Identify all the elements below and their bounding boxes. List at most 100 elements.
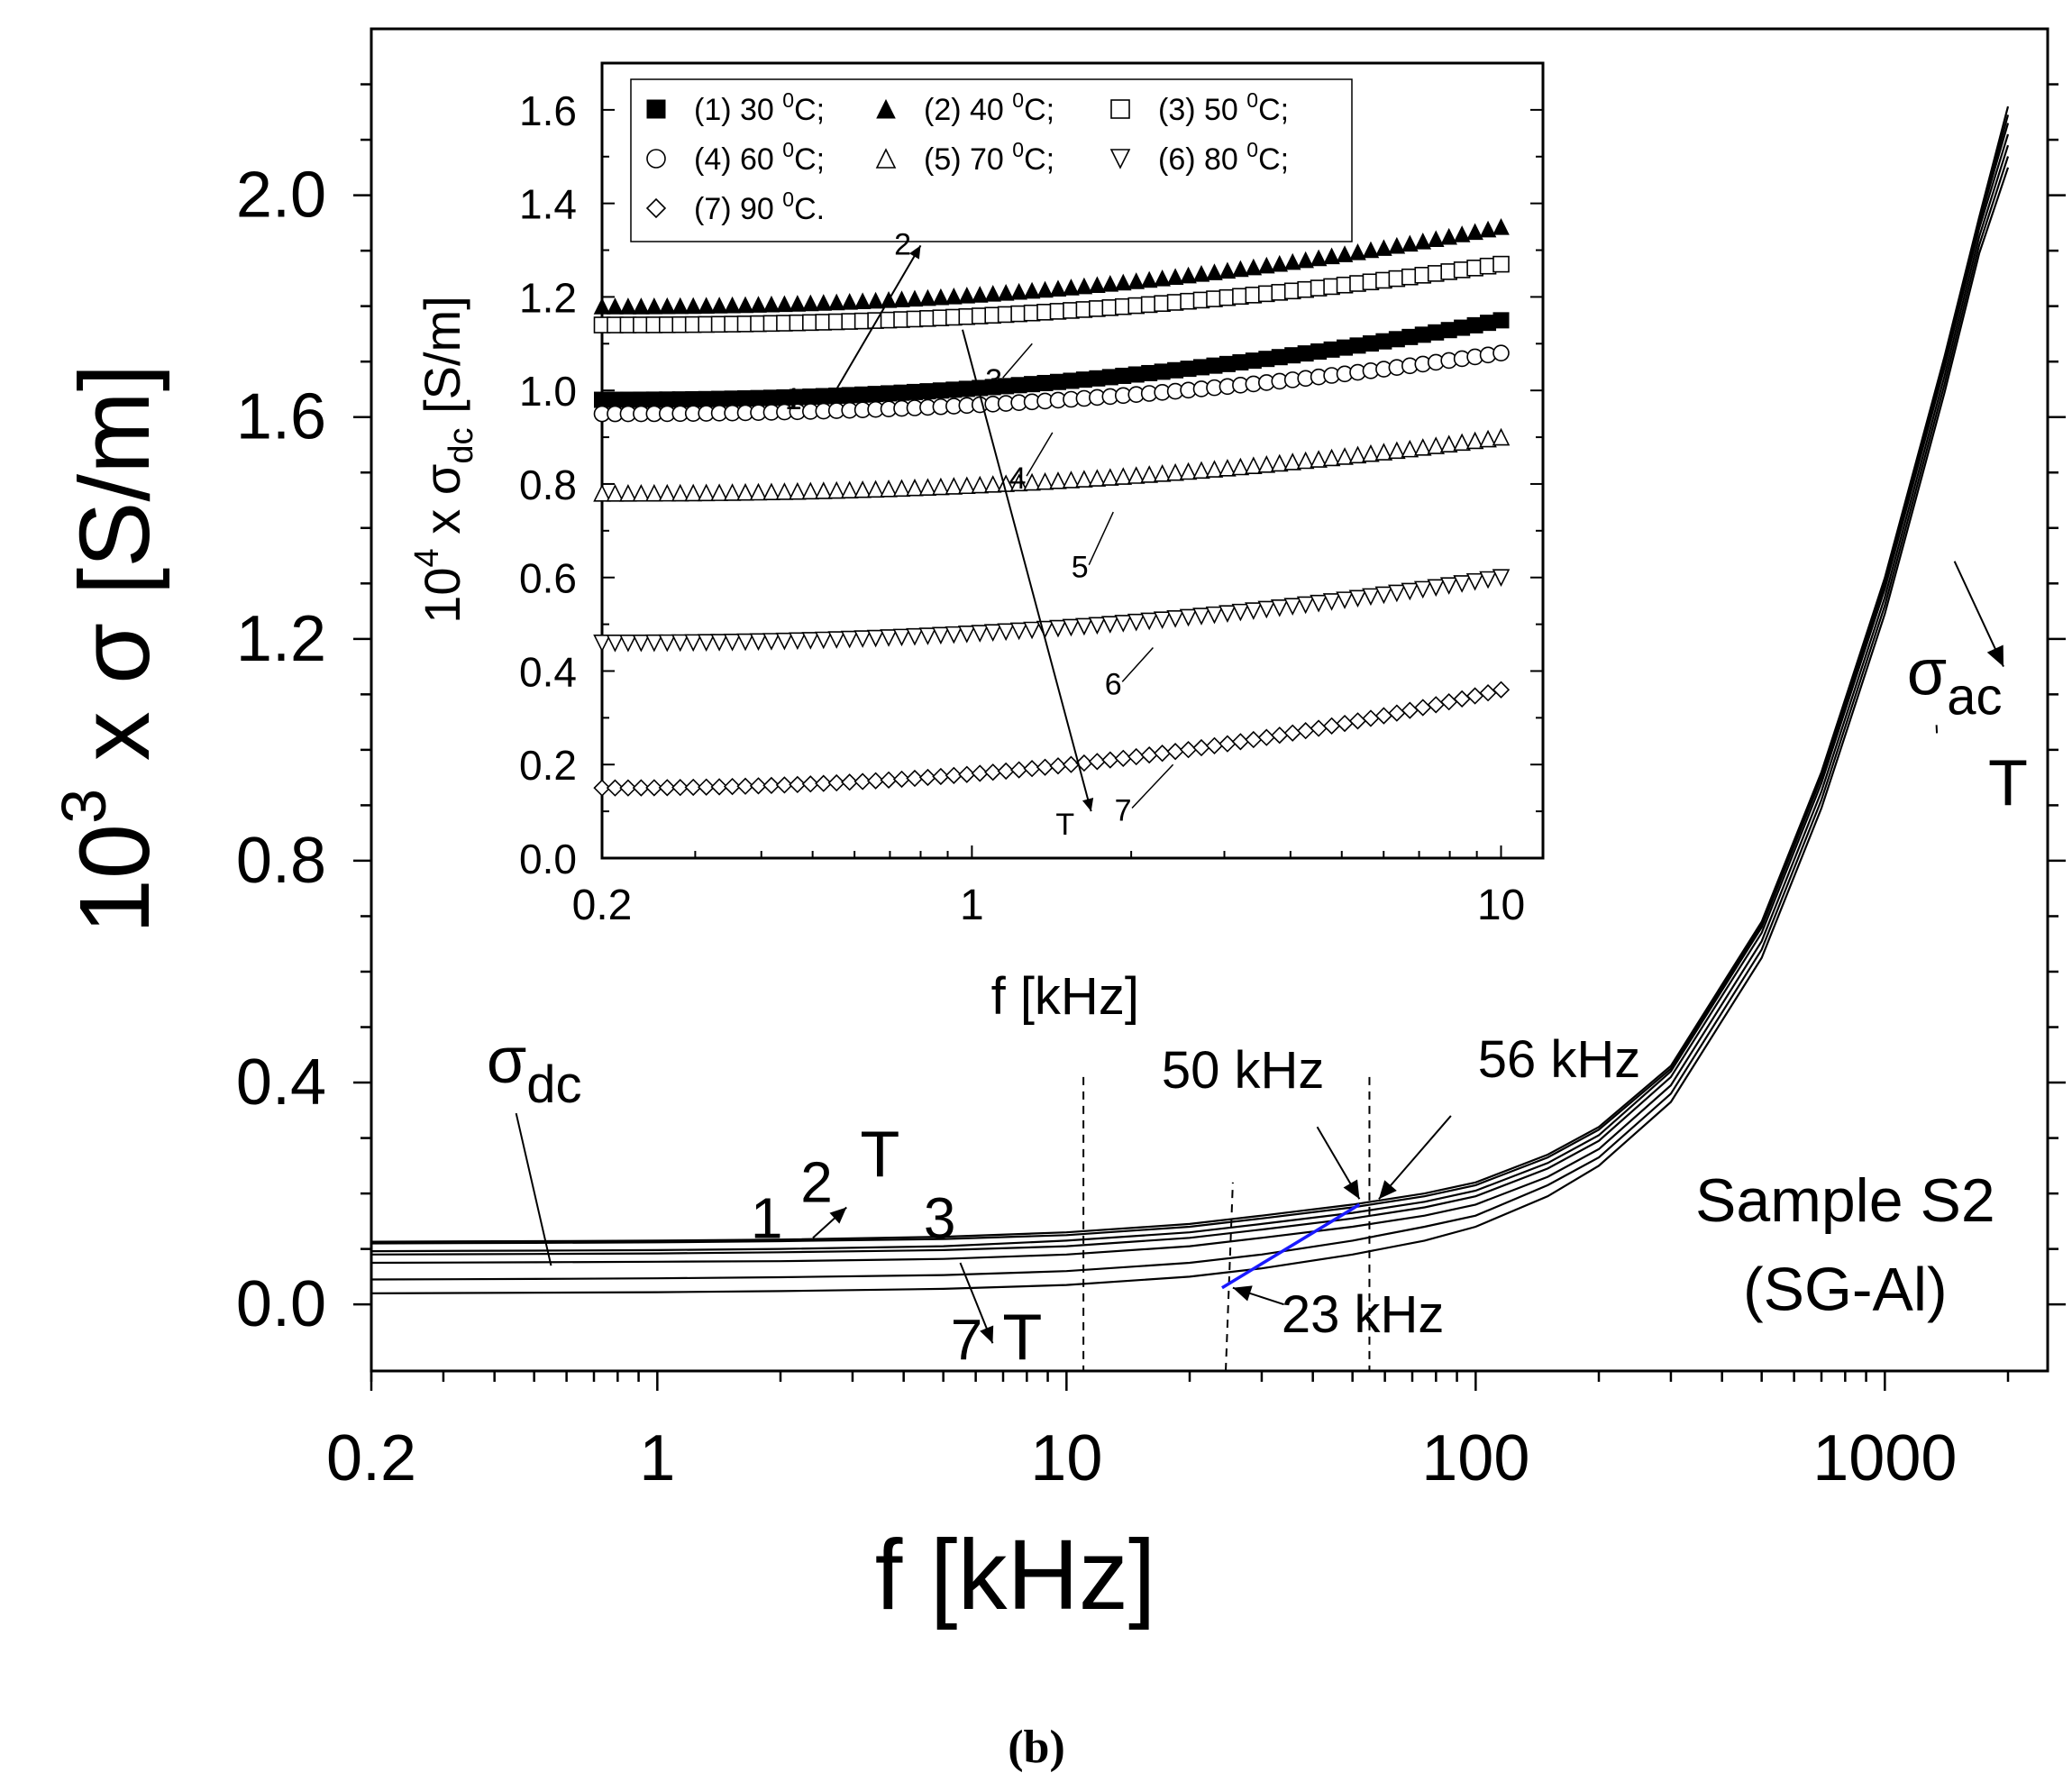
series-number-label: 2 <box>800 1149 833 1214</box>
legend-marker <box>645 197 667 219</box>
inset-marker-6 <box>1205 606 1224 625</box>
inset-marker-2 <box>1323 247 1340 265</box>
inset-marker-5 <box>762 482 780 501</box>
inset-marker-6 <box>606 635 625 653</box>
inset-marker-5 <box>1439 434 1458 453</box>
inset-marker-6 <box>1101 616 1119 634</box>
inset-marker-2 <box>736 296 754 314</box>
inset-marker-5 <box>1270 453 1289 472</box>
inset-marker-2 <box>893 290 910 307</box>
legend-entry-text: (5) 70 <box>924 142 1012 177</box>
inset-marker-5 <box>1231 457 1250 476</box>
inset-marker-5 <box>801 481 820 500</box>
inset-marker-5 <box>957 476 976 495</box>
inset-marker-5 <box>1023 472 1041 491</box>
legend-entry-text: (6) 80 <box>1158 142 1246 177</box>
inset-marker-2 <box>1245 258 1263 276</box>
inset-marker-2 <box>671 297 689 315</box>
T-arrow-label-ac: T <box>1988 747 2028 819</box>
inset-marker-5 <box>619 484 637 502</box>
inset-marker-6 <box>1348 589 1367 608</box>
inset-marker-5 <box>1413 438 1432 456</box>
legend-entry-unit: C; <box>794 93 825 127</box>
inset-marker-6 <box>997 623 1015 642</box>
legend-entry-text: (7) 90 <box>694 192 782 226</box>
inset-marker-5 <box>906 478 924 497</box>
inset-label-leader <box>1026 432 1054 477</box>
inset-marker-7 <box>1140 745 1158 764</box>
inset-marker-7 <box>762 776 780 795</box>
inset-marker-5 <box>1362 443 1380 462</box>
inset-marker-6 <box>1310 594 1328 613</box>
y-axis-label-base: 10 <box>59 824 170 934</box>
inset-marker-6 <box>1492 569 1511 587</box>
inset-marker-6 <box>775 632 794 651</box>
inset-marker-5 <box>814 481 833 499</box>
inset-marker-7 <box>1101 751 1119 769</box>
inset-marker-7 <box>775 776 794 794</box>
inset-marker-7 <box>1023 760 1041 778</box>
inset-label-leader <box>1121 647 1154 682</box>
sigma-ac-label: σac <box>1907 636 2003 726</box>
inset-marker-7 <box>971 764 989 782</box>
inset-marker-2 <box>658 297 676 315</box>
inset-marker-2 <box>1192 265 1210 282</box>
inset-marker-6 <box>827 631 846 649</box>
inset-marker-5 <box>1465 431 1484 450</box>
legend-entry-text: (2) 40 <box>924 93 1012 127</box>
inset-marker-7 <box>723 777 742 796</box>
inset-marker-6 <box>892 628 911 647</box>
frequency-arrow-f56-head <box>1378 1180 1397 1200</box>
frequency-label-f50: 50 kHz <box>1162 1041 1325 1100</box>
inset-marker-6 <box>593 635 611 653</box>
inset-marker-7 <box>710 778 728 796</box>
legend-entry-unit: C. <box>794 192 825 226</box>
inset-marker-2 <box>1089 276 1106 294</box>
legend-entry: (1) 30 0C; <box>694 88 825 127</box>
inset-marker-5 <box>1388 441 1406 460</box>
inset-marker-6 <box>1179 608 1198 627</box>
inset-marker-2 <box>1232 260 1249 278</box>
inset-marker-6 <box>1245 602 1263 620</box>
inset-marker-2 <box>1219 261 1237 279</box>
frequency-label-f56: 56 kHz <box>1478 1030 1641 1089</box>
inset-marker-7 <box>866 772 885 790</box>
inset-marker-7 <box>892 770 911 789</box>
inset-marker-5 <box>1492 427 1511 446</box>
inset-marker-6 <box>840 630 859 649</box>
inset-marker-5 <box>1336 447 1354 465</box>
inset-marker-5 <box>840 480 859 498</box>
inset-marker-7 <box>1114 749 1132 767</box>
x-tick-label: 0.2 <box>326 1422 416 1494</box>
inset-marker-7 <box>606 779 625 797</box>
inset-x-axis-label: f [kHz] <box>991 967 1139 1026</box>
inset-marker-2 <box>1271 254 1289 272</box>
inset-marker-6 <box>1362 588 1380 607</box>
inset-marker-6 <box>1088 617 1107 635</box>
inset-marker-7 <box>1036 758 1054 776</box>
inset-marker-7 <box>698 778 716 796</box>
inset-marker-6 <box>957 626 976 644</box>
series-line-5 <box>370 144 2010 1265</box>
inset-marker-2 <box>789 295 807 312</box>
T-arrow-label-up: T <box>860 1119 899 1192</box>
inset-marker-2 <box>1023 281 1041 299</box>
inset-marker-5 <box>1257 455 1276 473</box>
inset-marker-7 <box>619 779 637 797</box>
legend-entry: (7) 90 0C. <box>694 187 825 226</box>
crossover-line <box>1221 1202 1361 1290</box>
inset-plot: 0.2 1 100.00.20.40.60.81.01.21.41.6f [kHz]… <box>408 61 1545 1026</box>
inset-marker-2 <box>801 294 819 312</box>
legend-entry-degree: 0 <box>1246 138 1258 161</box>
inset-marker-2 <box>1063 279 1080 296</box>
inset-marker-5 <box>1453 433 1471 452</box>
inset-marker-5 <box>892 479 911 498</box>
inset-marker-2 <box>684 297 702 315</box>
inset-marker-2 <box>1453 225 1471 242</box>
inset-marker-2 <box>1140 270 1158 288</box>
sigma-dc-label-symbol: σ <box>487 1025 526 1097</box>
inset-marker-2 <box>997 283 1015 301</box>
inset-marker-2 <box>607 297 624 315</box>
x-axis-label: f [kHz] <box>875 1520 1156 1631</box>
